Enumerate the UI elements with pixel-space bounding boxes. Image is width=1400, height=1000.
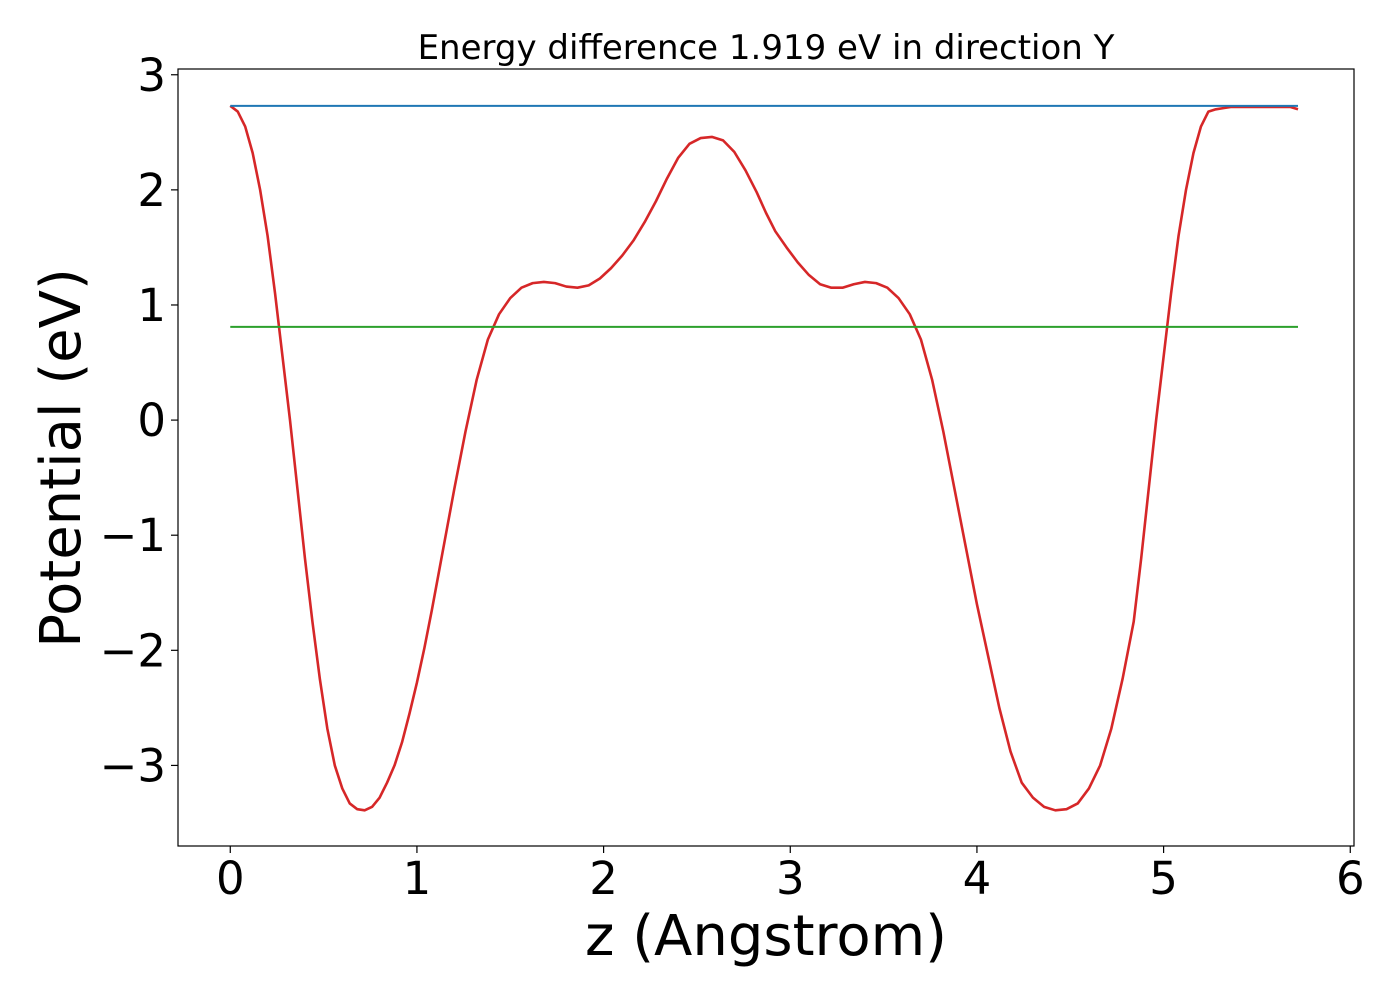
y-tick-label: −1	[100, 509, 166, 562]
y-tick-label: −2	[100, 624, 166, 677]
x-tick-label: 1	[403, 852, 432, 905]
x-tick-label: 0	[216, 852, 245, 905]
x-tick-label: 2	[589, 852, 618, 905]
x-tick-label: 4	[963, 852, 992, 905]
plot-area	[177, 68, 1355, 847]
y-tick-label: −3	[100, 739, 166, 792]
x-tick-label: 6	[1336, 852, 1365, 905]
series-line-0	[229, 104, 1299, 812]
y-tick-label: 0	[137, 394, 166, 447]
x-tick-label: 5	[1149, 852, 1178, 905]
y-axis-label: Potential (eV)	[29, 268, 94, 648]
y-tick-label: 1	[137, 279, 166, 332]
x-tick-label: 3	[776, 852, 805, 905]
y-tick-label: 3	[137, 49, 166, 102]
x-axis-label: z (Angstrom)	[585, 904, 947, 969]
y-tick-label: 2	[137, 164, 166, 217]
chart-title: Energy difference 1.919 eV in direction …	[418, 28, 1115, 68]
